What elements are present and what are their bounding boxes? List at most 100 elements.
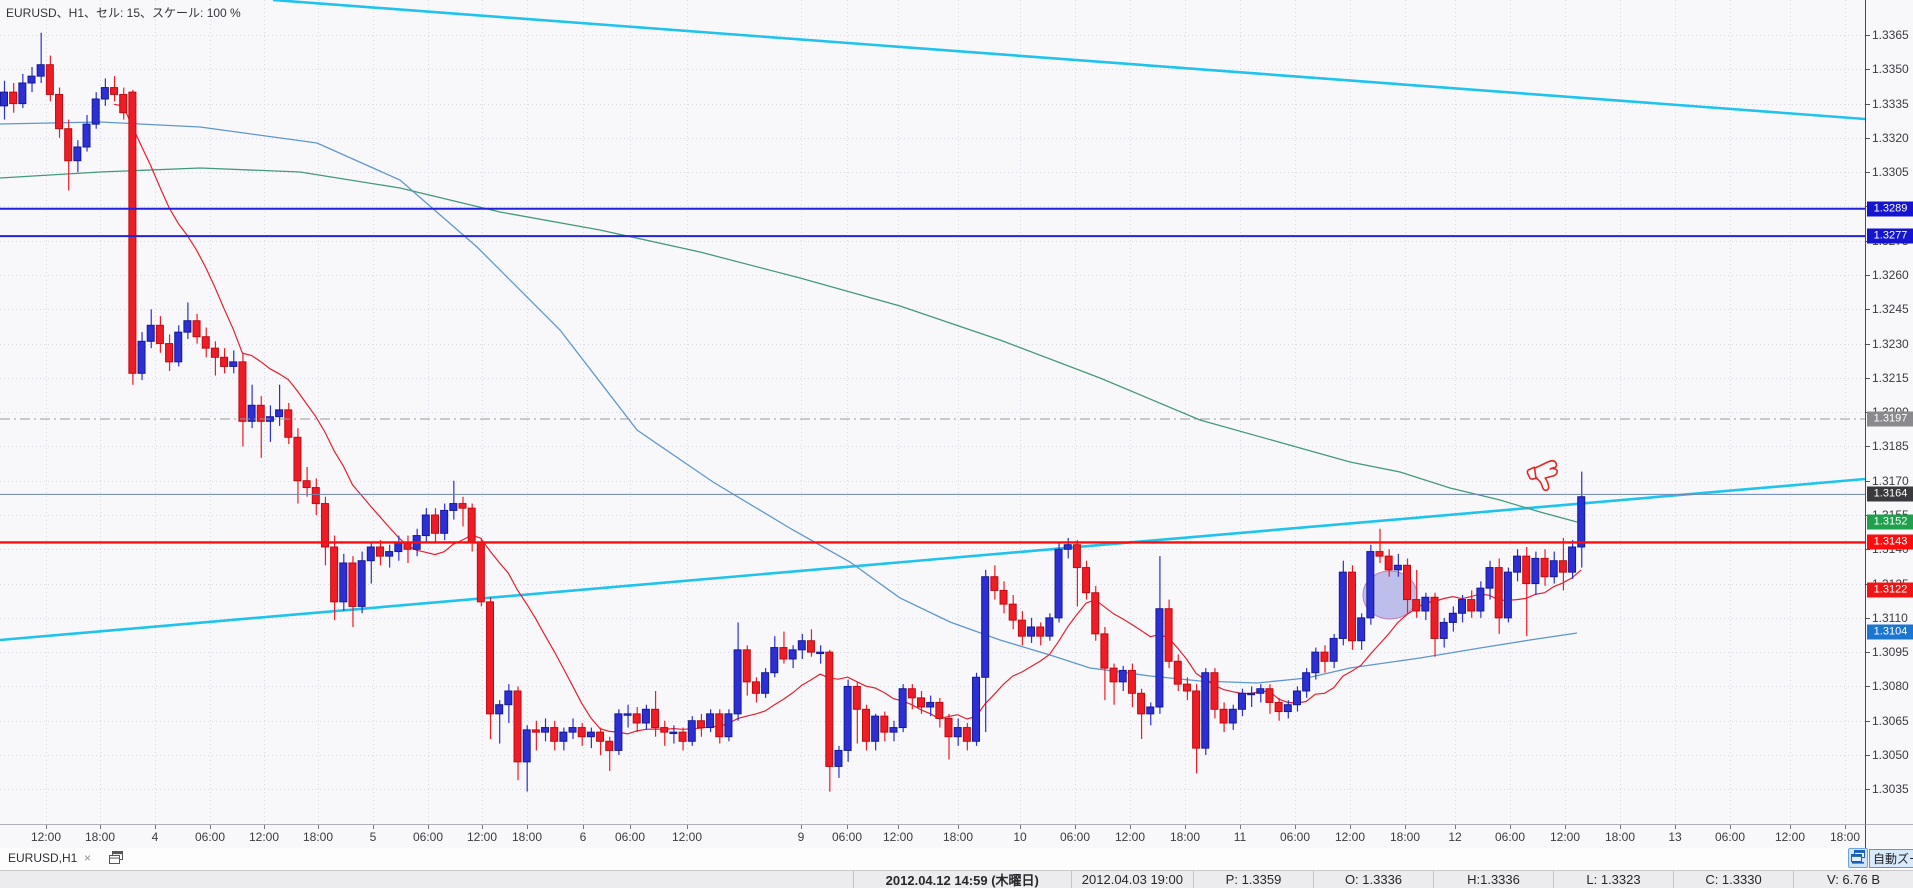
chart-symbol-info: EURUSD、H1、セル: 15、スケール: 100 % [6,6,241,20]
window-restore-icon[interactable] [108,850,125,865]
price-tick [1866,652,1870,653]
time-label: 06:00 [1494,830,1526,844]
time-tick [801,825,802,829]
time-tick [482,825,483,829]
time-label: 12:00 [1114,830,1146,844]
time-label: 06:00 [412,830,444,844]
ma-fast-line [113,103,1582,735]
time-label: 18:00 [1604,830,1636,844]
time-tick [100,825,101,829]
time-tick [1675,825,1676,829]
price-tick [1866,686,1870,687]
price-tick [1866,446,1870,447]
current-price-line-badge: 1.3164 [1867,486,1913,502]
price-tick [1866,35,1870,36]
time-tick [1620,825,1621,829]
time-tick [1405,825,1406,829]
time-label: 6 [579,830,587,844]
price-label: 1.3050 [1872,747,1909,762]
time-label: 13 [1668,830,1682,844]
price-tick [1866,138,1870,139]
price-tick [1866,104,1870,105]
chart-canvas[interactable] [0,0,1865,824]
time-label: 18:00 [942,830,974,844]
time-label: 12:00 [1549,830,1581,844]
price-label: 1.3230 [1872,336,1909,351]
status-local-time: 2012.04.12 14:59 (木曜日) [852,871,1071,888]
status-bar-time: 2012.04.03 19:00 [1070,871,1193,888]
time-label: 06:00 [194,830,226,844]
price-label: 1.3335 [1872,96,1909,111]
status-high: H:1.3336 [1433,871,1553,888]
time-label: 18:00 [1389,830,1421,844]
price-label: 1.3260 [1872,267,1909,282]
time-label: 06:00 [1279,830,1311,844]
price-label: 1.3320 [1872,130,1909,145]
time-tick [1185,825,1186,829]
status-low: L: 1.3323 [1553,871,1673,888]
status-volume: V: 6.76 B [1793,871,1913,888]
tab-eurusd-h1[interactable]: EURUSD,H1 [8,851,78,865]
status-close: C: 1.3330 [1673,871,1793,888]
time-tick [1350,825,1351,829]
time-tick [1020,825,1021,829]
price-label: 1.3305 [1872,165,1909,180]
red-support-line-badge: 1.3143 [1867,534,1913,550]
time-axis[interactable]: 0012:0018:00406:0012:0018:00506:0012:001… [0,824,1865,848]
time-label: 12:00 [671,830,703,844]
time-label: 12:00 [466,830,498,844]
time-tick [958,825,959,829]
tab-close-icon[interactable]: × [84,851,92,865]
ma-slow-line [0,167,1578,523]
time-label: 12 [1448,830,1462,844]
time-label: 06:00 [1714,830,1746,844]
chart-windows-button[interactable] [1848,848,1868,868]
grid [0,0,1865,824]
time-tick [428,825,429,829]
price-tick [1866,344,1870,345]
time-tick [318,825,319,829]
price-tick [1866,618,1870,619]
time-tick [1240,825,1241,829]
time-tick [583,825,584,829]
time-label: 10 [1013,830,1027,844]
candles-layer [0,32,1586,792]
time-label: 12:00 [30,830,62,844]
price-label: 1.3350 [1872,62,1909,77]
price-label: 1.3245 [1872,302,1909,317]
stacked-charts-icon [1851,850,1865,864]
time-label: 18:00 [1169,830,1201,844]
ma-slow-green-value-badge: 1.3152 [1867,514,1913,530]
price-tick [1866,69,1870,70]
ma-mid-line [0,121,1578,684]
time-label: 12:00 [248,830,280,844]
descending-trendline[interactable] [272,0,1865,121]
resistance-upper-badge: 1.3289 [1867,201,1913,217]
price-label: 1.3365 [1872,28,1909,42]
time-label: 18:00 [84,830,116,844]
price-label: 1.3035 [1872,782,1909,797]
ascending-trendline[interactable] [0,477,1865,642]
time-tick [1455,825,1456,829]
status-price: P: 1.3359 [1193,871,1313,888]
gray-dashdot-level-badge: 1.3197 [1867,411,1913,427]
axis-corner [1865,824,1913,848]
thumbs-down-drawing[interactable] [1526,459,1562,494]
price-tick [1866,789,1870,790]
resistance-lower-badge: 1.3277 [1867,228,1913,244]
time-label: 06:00 [1059,830,1091,844]
time-tick [1075,825,1076,829]
price-label: 1.3065 [1872,713,1909,728]
price-axis[interactable]: 1.33651.33501.33351.33201.33051.32901.32… [1865,0,1913,824]
autozoom-tooltip: 自動ズーム [1869,849,1913,868]
time-label: 18:00 [302,830,334,844]
time-label: 12:00 [1774,830,1806,844]
time-label: 4 [151,830,159,844]
time-tick [847,825,848,829]
time-tick [1845,825,1846,829]
time-label: 18:00 [1829,830,1861,844]
time-label: 18:00 [511,830,543,844]
time-tick [1510,825,1511,829]
status-bar: 2012.04.12 14:59 (木曜日) 2012.04.03 19:00 … [0,870,1913,888]
